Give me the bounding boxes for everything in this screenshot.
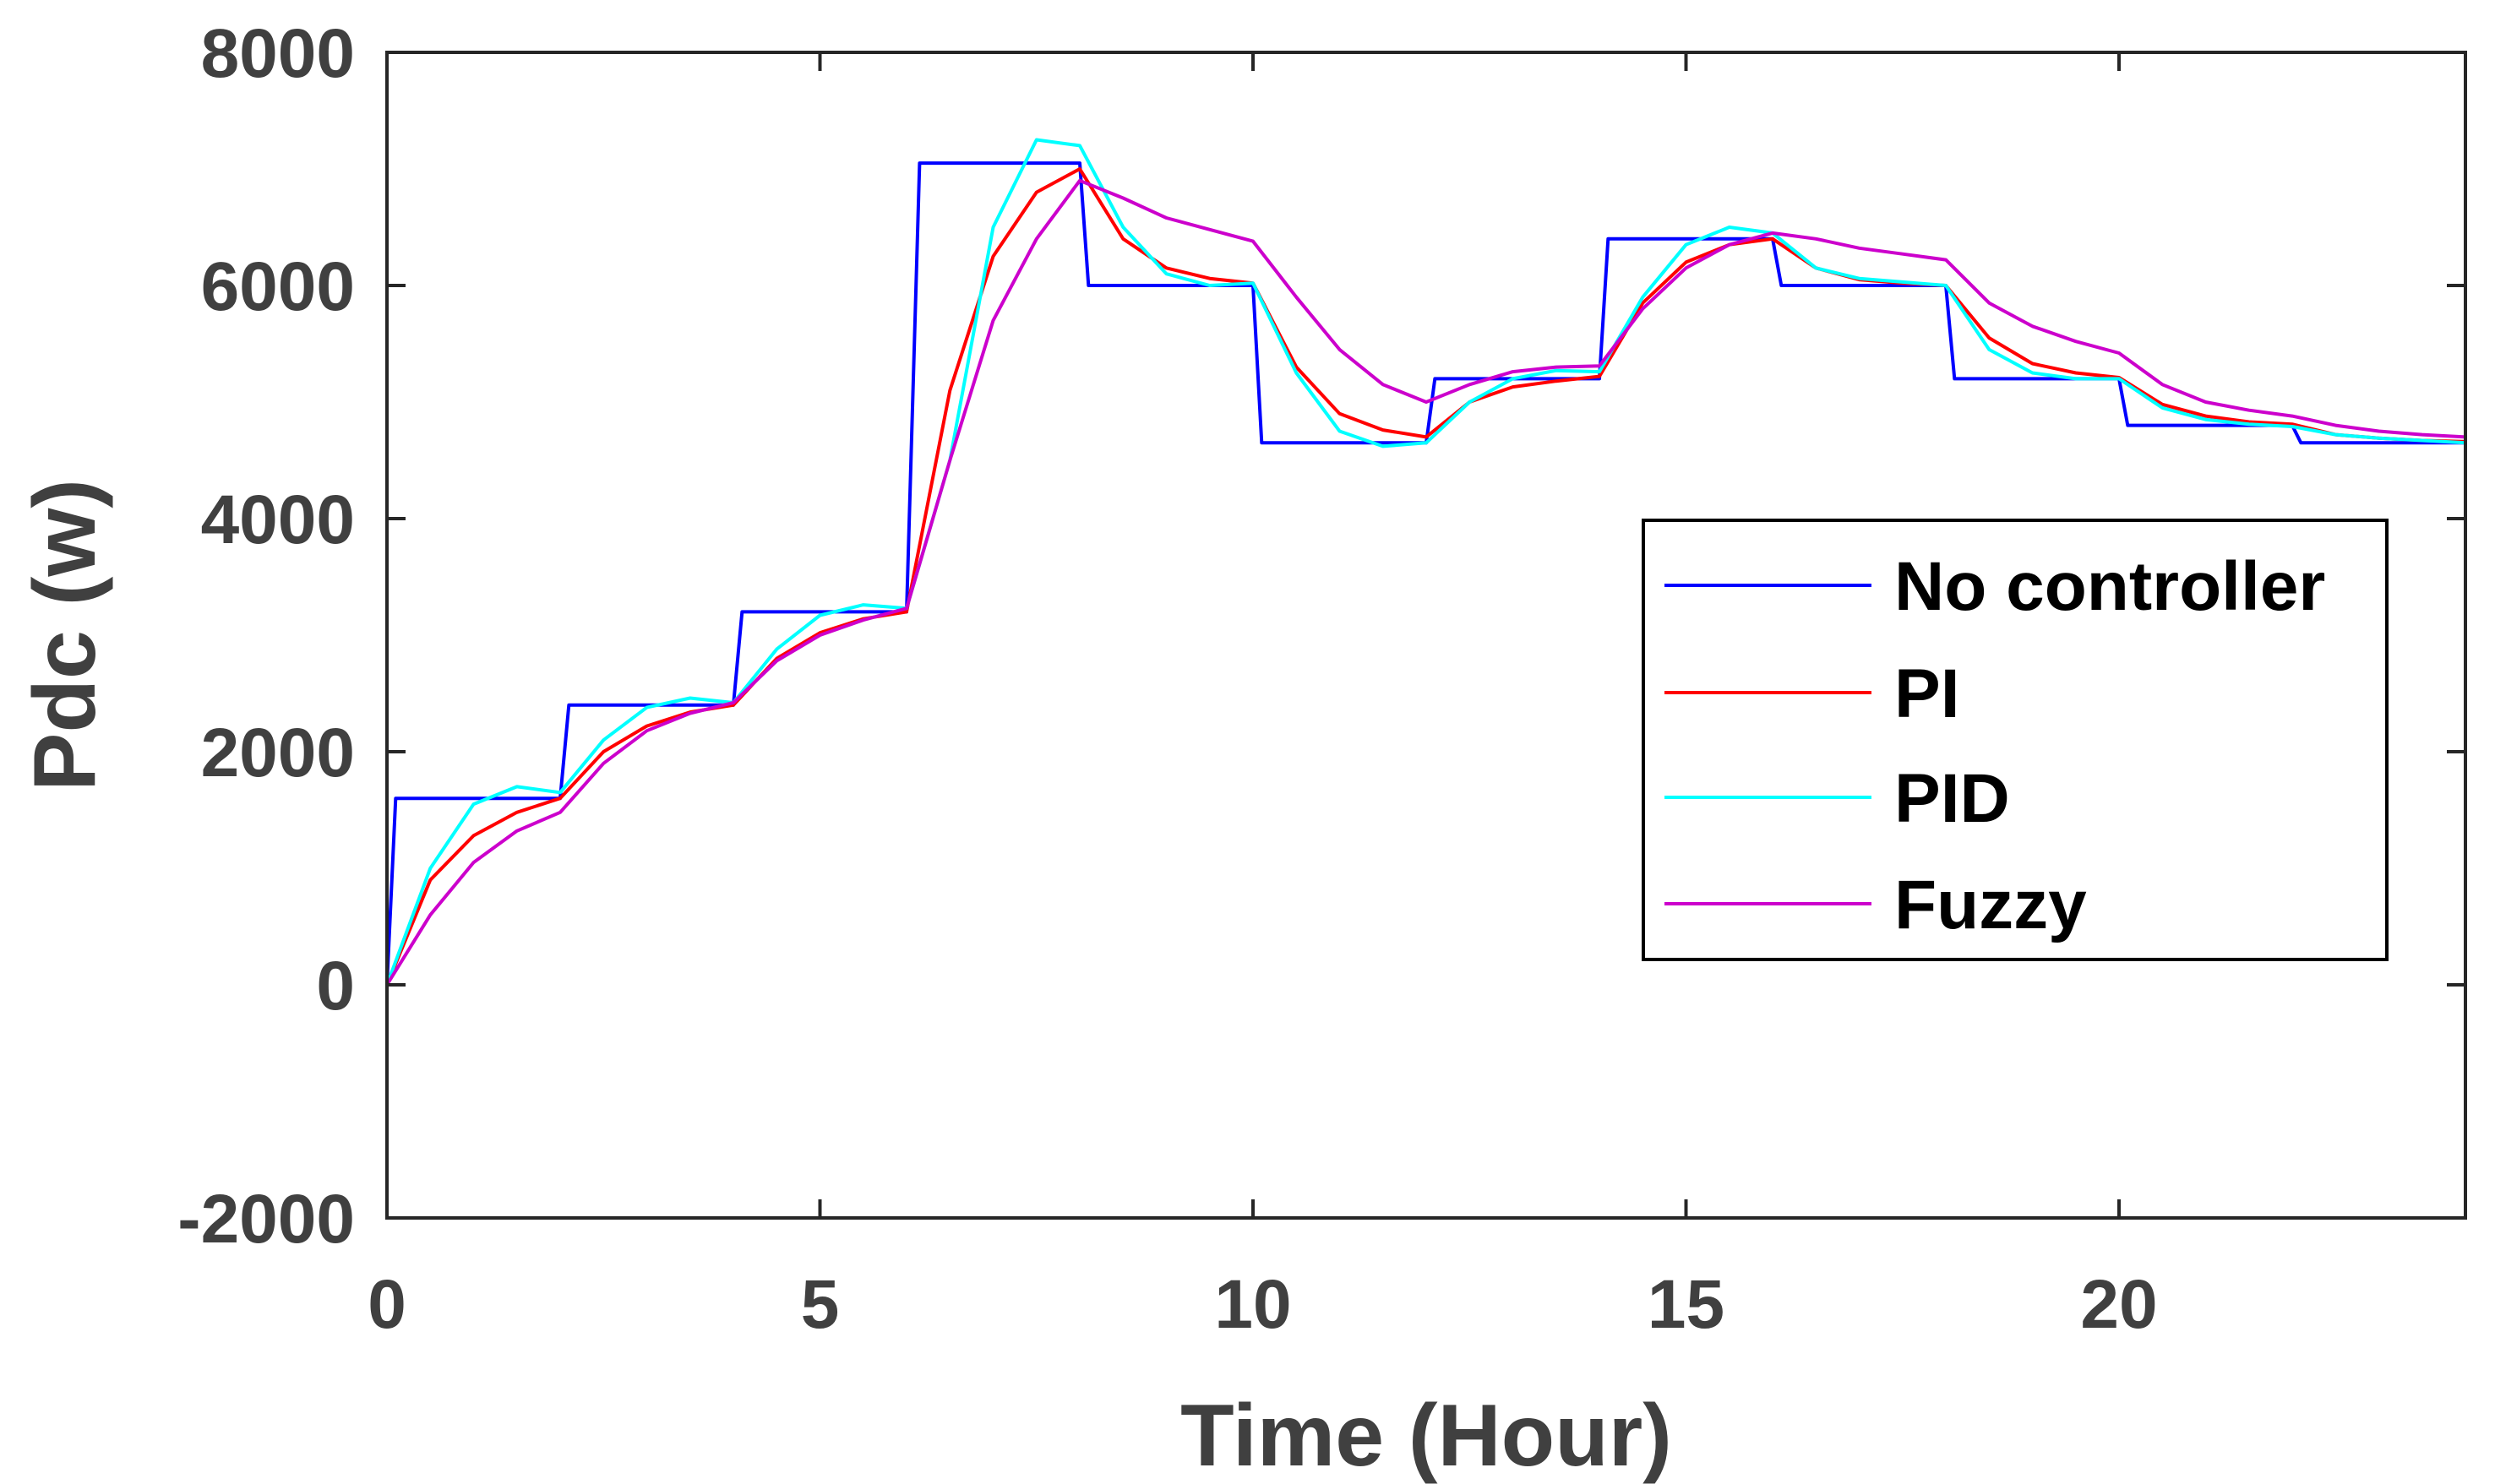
y-axis-label: Pdc (w) [16,479,114,791]
x-tick-labels: 0 5 10 15 20 [368,1266,2157,1343]
legend: No controller PI PID Fuzzy [1642,519,2389,961]
x-tick-label: 10 [1214,1266,1291,1343]
series-line-3 [385,178,2466,987]
x-tick-label: 5 [801,1266,840,1343]
series-layer [385,138,2466,987]
plot-frame [385,51,2467,1220]
legend-label-1: PI [1894,655,1959,732]
y-tick-label: 2000 [201,715,355,791]
legend-label-0: No controller [1894,548,2325,625]
y-tick-label: 0 [316,948,355,1025]
y-tick-labels: -2000 0 2000 4000 6000 8000 [177,15,355,1258]
x-tick-label: 20 [2080,1266,2157,1343]
legend-label-3: Fuzzy [1894,867,2087,943]
y-tick-label: -2000 [177,1181,355,1258]
x-tick-label: 15 [1648,1266,1724,1343]
x-axis-label: Time (Hour) [1180,1387,1672,1484]
x-tick-label: 0 [368,1266,406,1343]
y-tick-label: 4000 [201,481,355,558]
legend-label-2: PID [1894,760,2010,837]
legend-box [1642,519,2389,961]
ticks-layer [385,51,2465,1220]
y-tick-label: 6000 [201,248,355,325]
y-tick-label: 8000 [201,15,355,92]
